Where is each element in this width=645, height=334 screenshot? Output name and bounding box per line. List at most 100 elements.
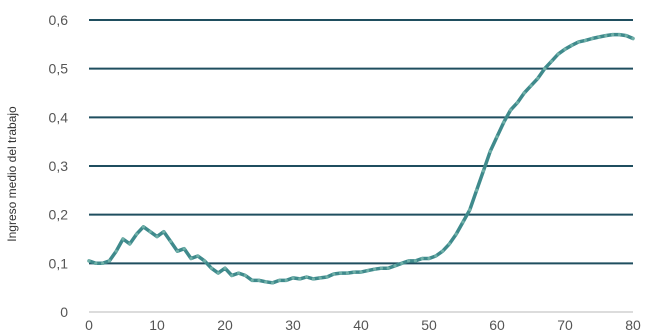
data-point (556, 52, 560, 56)
data-point (162, 230, 166, 234)
data-point (407, 259, 411, 263)
data-point (277, 278, 281, 282)
data-point (536, 76, 540, 80)
data-point (305, 275, 309, 279)
data-point (583, 38, 588, 43)
data-point (393, 264, 397, 268)
data-point (318, 276, 322, 280)
series-layer (87, 32, 635, 285)
data-point (230, 273, 234, 278)
x-tick-label: 0 (85, 317, 93, 333)
data-point (243, 273, 247, 278)
data-point (509, 108, 513, 112)
y-tick-label: 0 (60, 304, 68, 320)
x-tick-label: 70 (557, 317, 573, 333)
data-point (141, 225, 145, 229)
data-point (495, 135, 499, 139)
data-point (223, 266, 227, 270)
data-point (175, 249, 179, 253)
y-tick-label: 0,6 (49, 12, 69, 28)
y-tick-label: 0,4 (49, 109, 69, 125)
data-point (352, 270, 356, 274)
data-point (155, 234, 159, 239)
data-point (563, 47, 567, 51)
data-point (468, 208, 472, 212)
data-point (488, 149, 492, 153)
data-point (189, 256, 193, 261)
data-point (515, 101, 520, 105)
data-point (611, 33, 615, 37)
x-tick-label: 50 (421, 317, 437, 333)
data-point (264, 280, 268, 284)
x-tick-label: 30 (285, 317, 301, 333)
data-point (209, 266, 213, 270)
data-point (182, 247, 186, 251)
data-point (543, 67, 547, 71)
data-point (427, 256, 431, 261)
data-point (87, 259, 91, 263)
x-tick-label: 80 (625, 317, 641, 333)
data-point (196, 254, 200, 258)
data-point (481, 169, 485, 173)
data-point (284, 278, 288, 282)
data-point (114, 249, 118, 253)
data-point (148, 230, 152, 234)
data-point (400, 261, 404, 265)
data-point (325, 275, 329, 279)
data-point (420, 256, 424, 261)
data-point (332, 272, 336, 276)
data-point (447, 242, 451, 246)
data-point (373, 267, 377, 271)
x-tick-label: 40 (353, 317, 369, 333)
data-point (434, 254, 438, 258)
data-point (107, 259, 111, 263)
data-point (298, 277, 302, 281)
data-point (203, 259, 207, 263)
x-tick-label: 60 (489, 317, 505, 333)
data-point (101, 261, 105, 265)
x-tick-label: 10 (149, 317, 165, 333)
data-point (590, 36, 594, 41)
grid-lines (89, 19, 633, 313)
data-point (570, 43, 574, 47)
data-point (577, 40, 581, 44)
data-point (345, 271, 349, 275)
y-tick-label: 0,1 (49, 255, 69, 271)
y-tick-label: 0,5 (49, 61, 69, 77)
data-point (454, 232, 458, 236)
data-point (339, 271, 343, 275)
data-point (502, 120, 506, 124)
data-point (631, 36, 635, 41)
data-point (624, 33, 628, 38)
data-point (257, 278, 261, 282)
data-point (529, 84, 533, 88)
data-point (413, 259, 417, 263)
data-point (461, 220, 465, 224)
data-point (617, 33, 622, 37)
x-axis-tick-labels: 0 10 20 30 40 50 60 70 80 (85, 317, 641, 333)
y-axis-label: Ingreso medio del trabajo (5, 106, 19, 242)
y-tick-label: 0,3 (49, 158, 69, 174)
data-point (237, 271, 241, 275)
data-point (597, 35, 601, 39)
data-point (604, 33, 608, 38)
data-point (135, 232, 139, 236)
data-point (311, 277, 315, 281)
y-tick-label: 0,2 (49, 207, 69, 223)
data-point (475, 188, 479, 192)
data-point (271, 281, 275, 285)
data-point (441, 249, 445, 253)
data-point (549, 59, 554, 63)
data-point (359, 270, 363, 274)
data-point (121, 237, 125, 241)
data-point (94, 261, 98, 265)
data-point (169, 239, 173, 244)
data-point (379, 266, 383, 270)
data-point (128, 242, 132, 246)
data-point (291, 276, 295, 280)
data-point (366, 269, 370, 273)
series-line-0 (87, 32, 635, 285)
data-point (250, 278, 254, 282)
data-point (216, 271, 220, 275)
